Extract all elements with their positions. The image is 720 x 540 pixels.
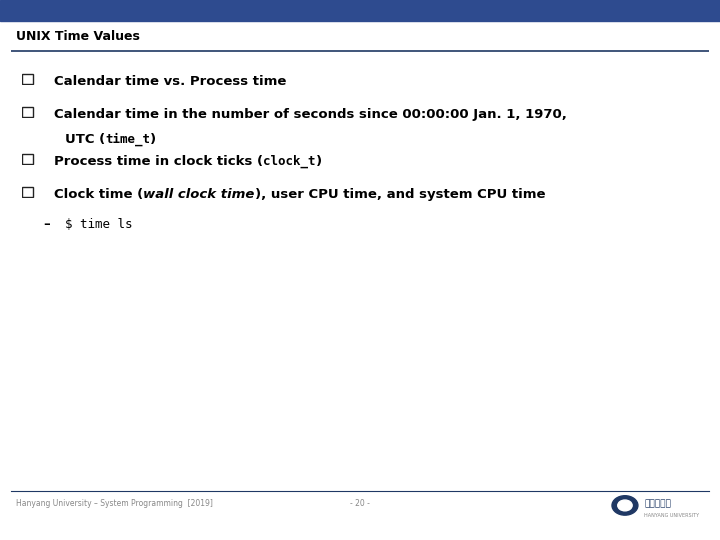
- Text: wall clock time: wall clock time: [143, 188, 255, 201]
- Text: 한양대학교: 한양대학교: [644, 499, 671, 508]
- Text: Clock time (: Clock time (: [54, 188, 143, 201]
- Text: –: –: [43, 218, 50, 231]
- Text: Calendar time vs. Process time: Calendar time vs. Process time: [54, 75, 287, 88]
- Text: Process time in clock ticks (: Process time in clock ticks (: [54, 155, 263, 168]
- Text: ): ): [315, 155, 322, 168]
- Text: UNIX Time Values: UNIX Time Values: [16, 30, 140, 43]
- Text: ): ): [150, 133, 156, 146]
- Bar: [22, 74, 33, 84]
- Text: - 20 -: - 20 -: [350, 500, 370, 509]
- Text: clock_t: clock_t: [263, 155, 315, 168]
- Text: Hanyang University – System Programming  [2019]: Hanyang University – System Programming …: [16, 500, 212, 509]
- Text: $ time ls: $ time ls: [65, 218, 132, 231]
- Text: ), user CPU time, and system CPU time: ), user CPU time, and system CPU time: [255, 188, 545, 201]
- Text: HANYANG UNIVERSITY: HANYANG UNIVERSITY: [644, 513, 700, 518]
- Text: UTC (: UTC (: [65, 133, 105, 146]
- Bar: [22, 187, 33, 197]
- Text: Calendar time in the number of seconds since 00:00:00 Jan. 1, 1970,: Calendar time in the number of seconds s…: [54, 108, 567, 121]
- Bar: [22, 107, 33, 117]
- Text: time_t: time_t: [105, 133, 150, 146]
- Bar: [22, 154, 33, 164]
